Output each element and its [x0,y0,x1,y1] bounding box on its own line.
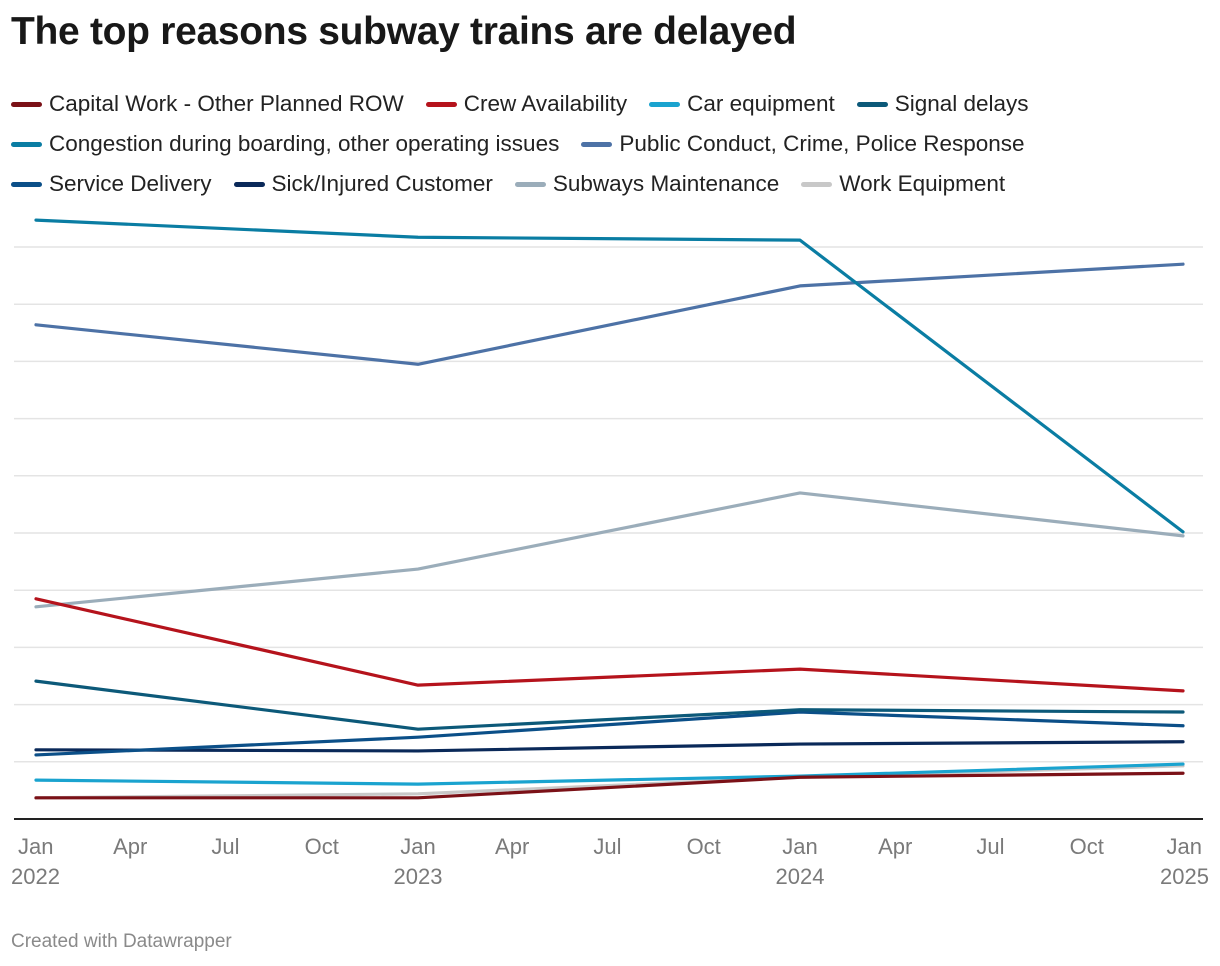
x-tick-label: Oct [305,834,339,859]
legend-item: Car equipment [649,84,835,124]
x-tick-year: 2024 [775,864,824,889]
x-tick-label: Oct [687,834,721,859]
legend-label: Service Delivery [49,171,212,196]
series-line [34,710,1185,757]
legend-item: Subways Maintenance [514,164,780,204]
legend-item: Sick/Injured Customer [233,164,493,204]
legend-label: Sick/Injured Customer [271,171,493,196]
legend-label: Signal delays [894,91,1029,116]
series-line [34,597,1185,693]
x-tick-label: Apr [878,834,912,859]
x-tick-label: Apr [113,834,147,859]
legend-swatch [801,181,833,187]
legend-item: Service Delivery [11,164,212,204]
series-line [34,679,1185,731]
chart-title: The top reasons subway trains are delaye… [11,10,797,53]
legend-label: Work Equipment [839,171,1006,196]
series-line [34,491,1185,609]
x-tick-label: Jan [1167,834,1202,859]
legend-swatch [581,141,613,147]
footer-credit: Created with Datawrapper [11,931,232,952]
legend-item: Work Equipment [801,164,1005,204]
x-tick-label: Jul [976,834,1004,859]
legend-item: Capital Work - Other Planned ROW [11,84,404,124]
x-tick-label: Jan [782,834,817,859]
series-line [34,762,1185,786]
legend-label: Capital Work - Other Planned ROW [49,91,404,116]
legend: Capital Work - Other Planned ROW Crew Ava… [11,84,1216,204]
legend-swatch [11,101,42,107]
legend-label: Subways Maintenance [552,171,780,196]
legend-label: Public Conduct, Crime, Police Response [619,131,1025,156]
legend-item: Congestion during boarding, other operat… [11,124,559,164]
legend-swatch [514,181,546,187]
series-line [34,218,1185,534]
series-line [34,740,1185,753]
series-line [34,771,1185,800]
x-tick-year: 2023 [394,864,443,889]
legend-swatch [856,101,888,107]
x-tick-label: Oct [1070,834,1104,859]
x-tick-label: Jan [400,834,435,859]
legend-swatch [425,101,457,107]
x-tick-label: Jul [593,834,621,859]
x-tick-year: 2022 [11,864,60,889]
x-tick-year: 2025 [1160,864,1209,889]
x-tick-label: Jan [18,834,53,859]
legend-swatch [11,141,42,147]
legend-label: Crew Availability [463,91,628,116]
series-line [34,262,1185,366]
legend-item: Public Conduct, Crime, Police Response [581,124,1025,164]
legend-item: Crew Availability [425,84,628,124]
legend-swatch [649,101,681,107]
legend-item: Signal delays [856,84,1029,124]
x-tick-label: Jul [211,834,239,859]
legend-label: Car equipment [687,91,835,116]
legend-label: Congestion during boarding, other operat… [49,131,560,156]
legend-swatch [11,181,42,187]
x-tick-label: Apr [495,834,529,859]
legend-swatch [233,181,265,187]
